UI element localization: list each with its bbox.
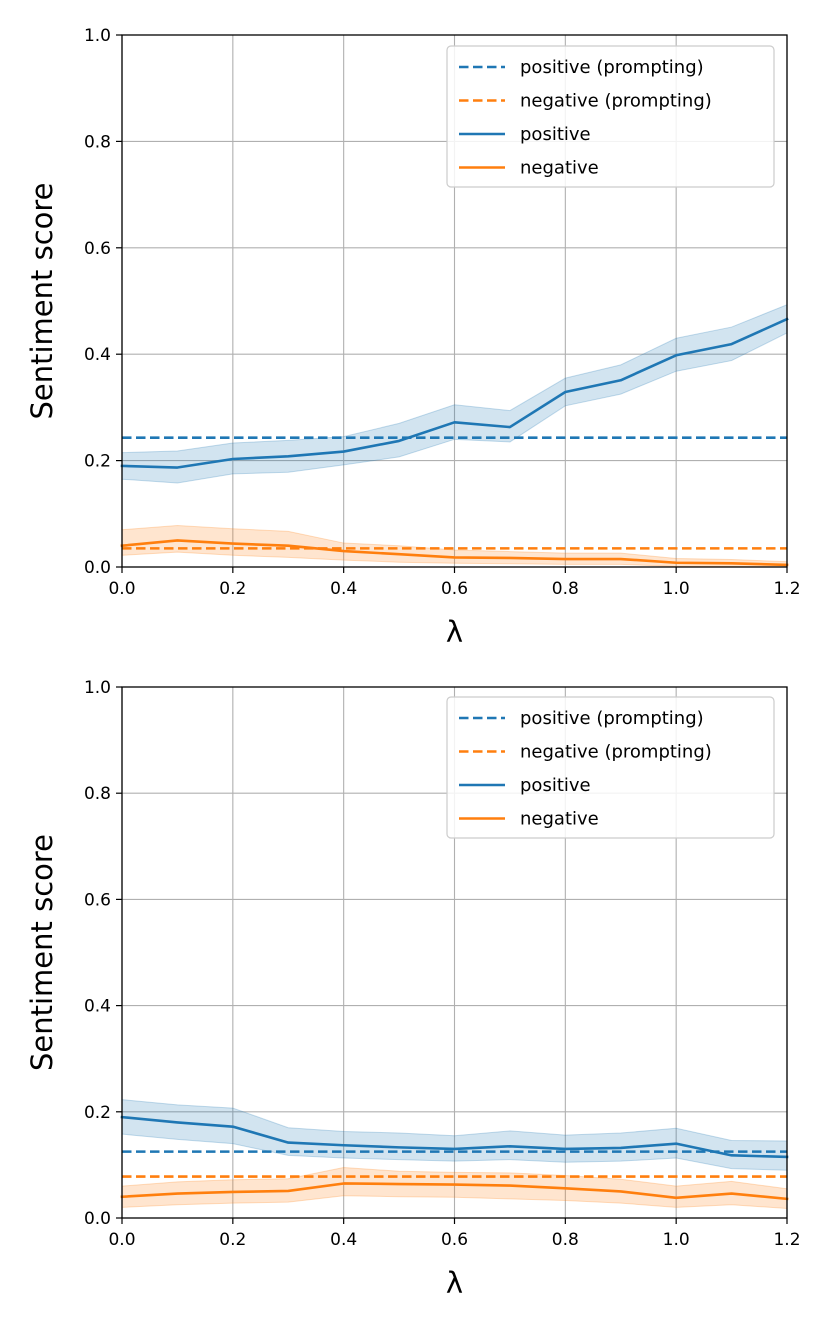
legend: positive (prompting) negative (prompting)… (446, 696, 775, 839)
series-lines (120, 317, 789, 567)
legend-label: positive (520, 124, 591, 145)
legend-box (446, 45, 775, 188)
x-tick-label: 1.0 (663, 579, 690, 599)
legend-label: negative (520, 809, 599, 830)
legend-entry: positive (459, 775, 591, 796)
x-axis: 0.0 0.2 0.4 0.6 0.8 1.0 1.2 (108, 567, 801, 599)
x-tick-label: 0.2 (219, 1230, 246, 1250)
x-tick-label: 0.0 (108, 579, 135, 599)
legend-entry: negative (prompting) (459, 91, 712, 112)
y-tick-label: 0.0 (84, 558, 111, 578)
x-tick-label: 0.4 (330, 1230, 357, 1250)
y-axis: 0.0 0.2 0.4 0.6 0.8 1.0 (84, 26, 122, 578)
legend-label: negative (prompting) (520, 91, 712, 112)
legend-entry: positive (459, 124, 591, 145)
x-tick-label: 0.6 (441, 1230, 468, 1250)
x-tick-label: 1.2 (773, 1230, 800, 1250)
legend-label: positive (520, 775, 591, 796)
series-lines (120, 1115, 789, 1201)
x-tick-label: 0.8 (552, 579, 579, 599)
negative-line (120, 1182, 789, 1201)
x-axis-label: λ (446, 615, 463, 649)
y-tick-label: 0.6 (84, 890, 111, 910)
y-tick-label: 0.0 (84, 1209, 111, 1229)
y-tick-label: 1.0 (84, 678, 111, 698)
legend-label: negative (prompting) (520, 742, 712, 763)
legend-entry: negative (459, 158, 599, 179)
negative-line (120, 539, 789, 567)
positive-line (120, 317, 789, 469)
y-tick-label: 0.4 (84, 997, 111, 1017)
legend-entry: positive (prompting) (459, 708, 704, 729)
legend-label: positive (prompting) (520, 57, 704, 78)
x-tick-label: 0.8 (552, 1230, 579, 1250)
y-tick-label: 1.0 (84, 26, 111, 46)
y-tick-label: 0.2 (84, 1103, 111, 1123)
legend-label: negative (520, 158, 599, 179)
x-tick-label: 0.6 (441, 579, 468, 599)
y-tick-label: 0.8 (84, 784, 111, 804)
legend-box (446, 696, 775, 839)
x-tick-label: 1.2 (773, 579, 800, 599)
x-axis: 0.0 0.2 0.4 0.6 0.8 1.0 1.2 (108, 1218, 801, 1250)
y-tick-label: 0.2 (84, 452, 111, 472)
legend-label: positive (prompting) (520, 708, 704, 729)
positive-line (120, 1115, 789, 1159)
legend-entry: positive (prompting) (459, 57, 704, 78)
legend: positive (prompting) negative (prompting)… (446, 45, 775, 188)
y-tick-label: 0.8 (84, 132, 111, 152)
legend-entry: negative (459, 809, 599, 830)
x-axis-label: λ (446, 1266, 463, 1300)
y-tick-label: 0.6 (84, 239, 111, 259)
y-axis-label: Sentiment score (25, 834, 59, 1071)
y-tick-label: 0.4 (84, 345, 111, 365)
y-axis: 0.0 0.2 0.4 0.6 0.8 1.0 (84, 678, 122, 1229)
x-tick-label: 1.0 (663, 1230, 690, 1250)
chart-panel-2: 0.0 0.2 0.4 0.6 0.8 1.0 1.2 0.0 0.2 0.4 0.6 0.8 1.0 λ… (25, 678, 801, 1300)
x-tick-label: 0.4 (330, 579, 357, 599)
x-tick-label: 0.0 (108, 1230, 135, 1250)
chart-panel-1: 0.0 0.2 0.4 0.6 0.8 1.0 1.2 0.0 0.2 0.4 0.6 0.8 1.0 λ… (25, 26, 801, 649)
y-axis-label: Sentiment score (25, 182, 59, 419)
x-tick-label: 0.2 (219, 579, 246, 599)
legend-entry: negative (prompting) (459, 742, 712, 763)
